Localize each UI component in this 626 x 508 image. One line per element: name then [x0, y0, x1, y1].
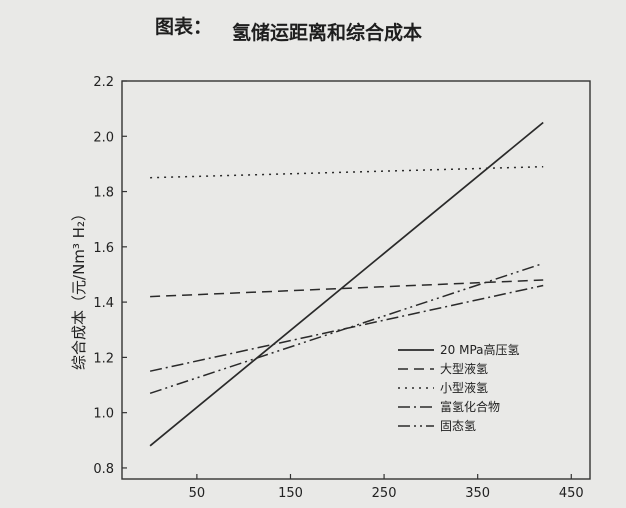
x-tick-label: 450: [559, 486, 584, 501]
series-line-3: [150, 165, 544, 179]
legend-label-1: 20 MPa高压氢: [440, 342, 520, 357]
y-tick-label: 2.2: [93, 75, 114, 90]
figure-title: 图表： 氢储运距离和综合成本: [155, 15, 422, 44]
y-tick-label: 1.8: [93, 186, 114, 201]
chart-title: 氢储运距离和综合成本: [232, 21, 422, 44]
x-tick-label: 250: [372, 486, 397, 501]
y-tick-label: 2.0: [93, 130, 114, 145]
y-tick-label: 1.4: [93, 296, 114, 311]
y-tick-label: 1.6: [93, 241, 114, 256]
series-line-2: [150, 279, 544, 298]
legend-label-5: 固态氢: [440, 418, 476, 433]
x-tick-label: 150: [278, 486, 303, 501]
title-prefix: 图表：: [155, 15, 212, 38]
x-tick-label: 50: [189, 486, 206, 501]
x-tick-label: 350: [465, 486, 490, 501]
y-tick-label: 0.8: [93, 462, 114, 477]
y-tick-label: 1.2: [93, 351, 114, 366]
legend-label-3: 小型液氢: [440, 380, 488, 395]
y-tick-label: 1.0: [93, 407, 114, 422]
plot-area: 0.8 1.0 1.2 1.4 1.6 1.8 2.0 2.2 50 150 250 350 450 综合…: [70, 75, 591, 501]
plot-frame: [121, 80, 591, 480]
y-axis-label: 综合成本（元/Nm³ H₂）: [70, 206, 88, 370]
legend-label-4: 富氢化合物: [440, 399, 500, 414]
series-line-1: [149, 121, 544, 447]
legend-label-2: 大型液氢: [440, 361, 488, 376]
series-line-5: [149, 262, 544, 395]
